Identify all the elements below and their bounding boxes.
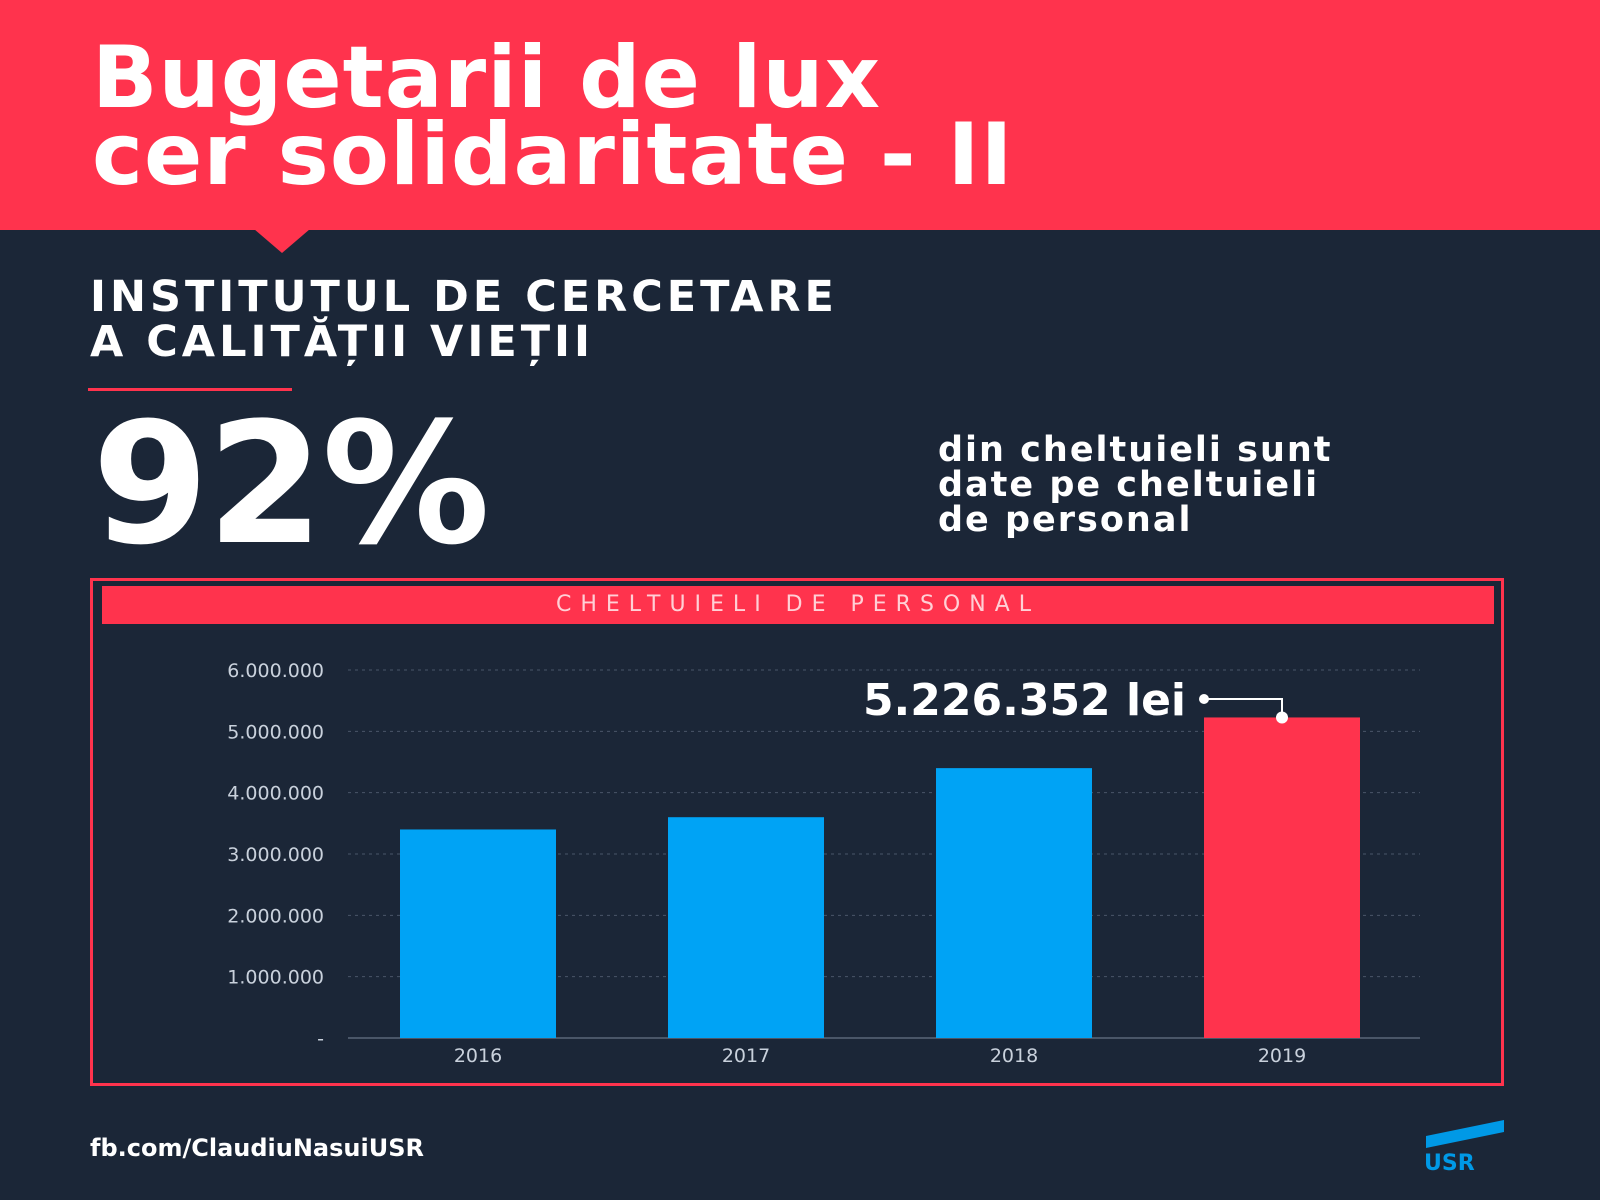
stat-description-line-2: date pe cheltuieli <box>938 465 1320 505</box>
chart-frame <box>90 578 1504 1086</box>
bar-2016 <box>400 829 556 1038</box>
bar-2017 <box>668 817 824 1038</box>
stat-description-line-1: din cheltuieli sunt <box>938 430 1333 470</box>
x-tick-label: 2019 <box>1258 1045 1306 1067</box>
annotation-start-dot <box>1199 694 1209 704</box>
title-line-1: Bugetarii de lux <box>92 28 882 128</box>
x-tick-label: 2016 <box>454 1045 502 1067</box>
annotation-label: 5.226.352 lei <box>863 675 1186 726</box>
header-notch <box>254 229 310 253</box>
usr-logo-icon <box>1426 1120 1504 1148</box>
bar-2019 <box>1204 717 1360 1038</box>
y-tick-label: 4.000.000 <box>227 783 324 805</box>
annotation-leader-line <box>1204 698 1283 718</box>
y-tick-label: 2.000.000 <box>227 905 324 927</box>
accent-divider <box>88 388 292 391</box>
facebook-link[interactable]: fb.com/ClaudiuNasuiUSR <box>90 1134 424 1162</box>
chart-title: CHELTUIELI DE PERSONAL <box>555 592 1041 617</box>
stat-description-line-3: de personal <box>938 500 1193 540</box>
chart-title-banner <box>102 586 1494 624</box>
title-line-2: cer solidaritate - II <box>92 105 1014 205</box>
y-tick-label: 6.000.000 <box>227 660 324 682</box>
y-tick-label: - <box>317 1028 324 1050</box>
x-tick-label: 2018 <box>990 1045 1038 1067</box>
institution-line-1: INSTITUTUL DE CERCETARE <box>90 272 838 322</box>
bar-2018 <box>936 768 1092 1038</box>
institution-line-2: A CALITĂȚII VIEȚII <box>90 317 595 367</box>
big-stat-value: 92% <box>92 386 490 582</box>
y-tick-label: 5.000.000 <box>227 721 324 743</box>
usr-logo-text: USR <box>1424 1151 1475 1176</box>
x-tick-label: 2017 <box>722 1045 770 1067</box>
y-tick-label: 1.000.000 <box>227 967 324 989</box>
header-banner <box>0 0 1600 230</box>
y-tick-label: 3.000.000 <box>227 844 324 866</box>
